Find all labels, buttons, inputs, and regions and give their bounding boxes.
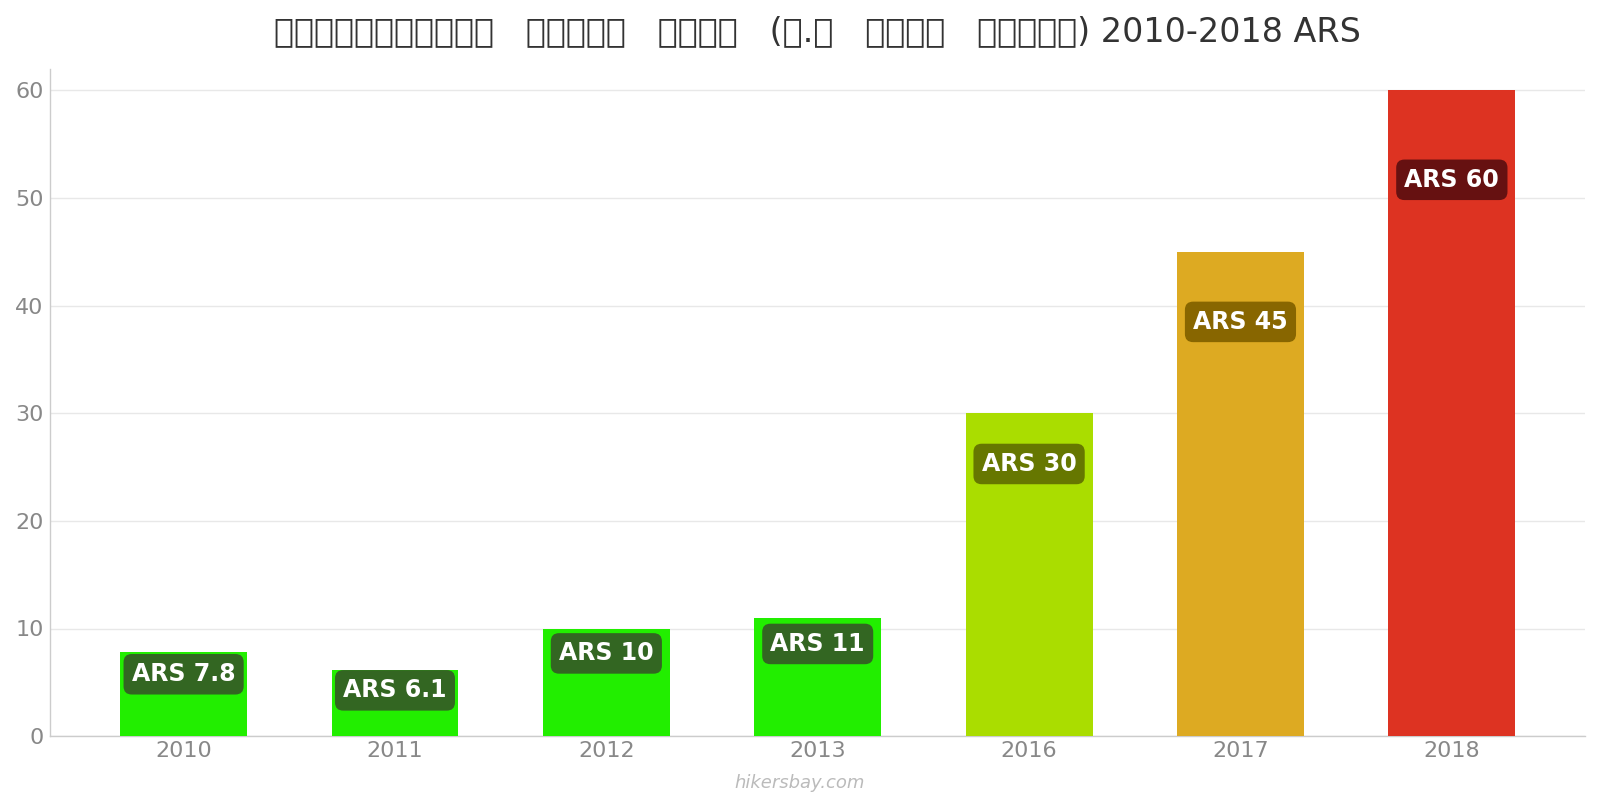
Text: ARS 10: ARS 10: [558, 642, 654, 666]
Text: ARS 6.1: ARS 6.1: [344, 678, 446, 702]
Title: अर्जेण्टीना   घरेलू   बियर   (०.९   लीटर   मसौदा) 2010-2018 ARS: अर्जेण्टीना घरेलू बियर (०.९ लीटर मसौदा) …: [274, 15, 1362, 48]
Bar: [754, 618, 882, 736]
Bar: [1389, 90, 1515, 736]
Text: hikersbay.com: hikersbay.com: [734, 774, 866, 792]
Text: ARS 11: ARS 11: [771, 632, 866, 656]
Bar: [542, 629, 670, 736]
Text: ARS 45: ARS 45: [1194, 310, 1288, 334]
Text: ARS 7.8: ARS 7.8: [131, 662, 235, 686]
Text: ARS 60: ARS 60: [1405, 168, 1499, 192]
Text: ARS 30: ARS 30: [982, 452, 1077, 476]
Bar: [966, 414, 1093, 736]
Bar: [120, 652, 246, 736]
Bar: [1178, 252, 1304, 736]
Bar: [331, 670, 458, 736]
